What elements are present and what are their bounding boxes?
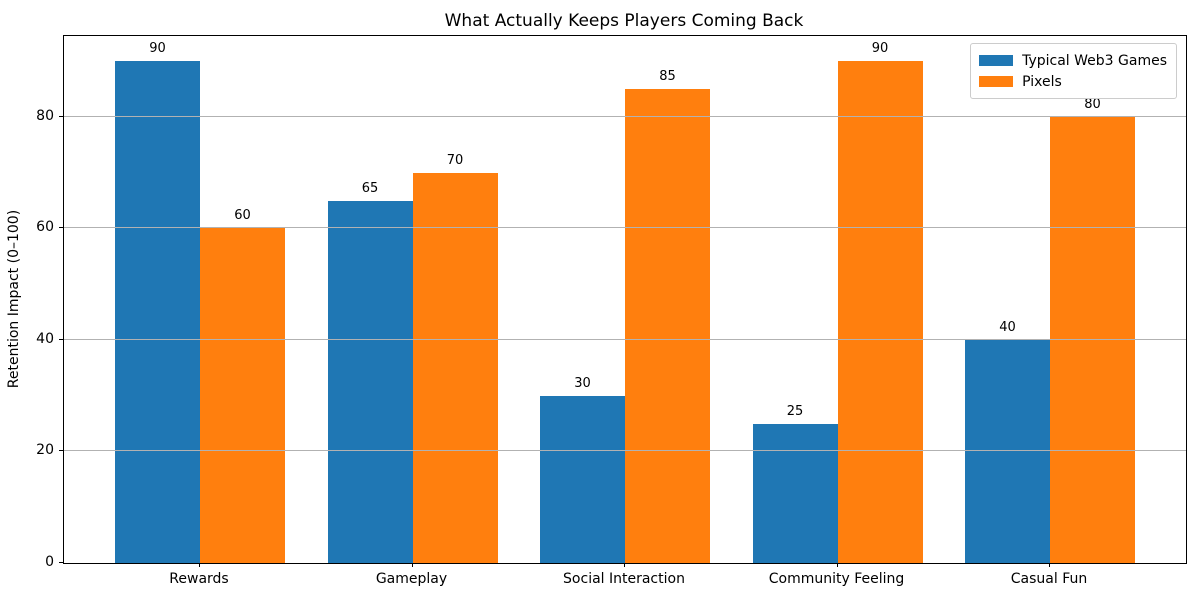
gridline-y-60 — [64, 227, 1186, 229]
y-tick-label: 80 — [36, 107, 54, 124]
x-tick-mark — [836, 563, 838, 567]
bar-value-label: 90 — [871, 41, 889, 57]
x-tick-label-casual-fun: Casual Fun — [1010, 571, 1088, 587]
legend: Typical Web3 Games Pixels — [970, 43, 1177, 99]
bar-typical-web3-games-3 — [752, 423, 838, 563]
bar-value-label: 25 — [786, 403, 804, 419]
x-tick-mark — [1049, 563, 1050, 567]
bar-value-label: 70 — [446, 152, 464, 168]
y-tick-mark — [59, 338, 63, 340]
chart-title: What Actually Keeps Players Coming Back — [444, 11, 804, 31]
x-tick-mark — [199, 563, 200, 567]
bar-value-label: 80 — [1084, 96, 1101, 112]
bar-value-label: 30 — [574, 375, 591, 391]
bar-value-label: 85 — [659, 68, 676, 84]
bar-value-label: 40 — [999, 319, 1016, 335]
y-axis-label: Retention Impact (0–100) — [6, 209, 22, 389]
legend-entry: Typical Web3 Games — [979, 50, 1167, 71]
y-tick-mark — [59, 562, 63, 563]
legend-label: Pixels — [1022, 73, 1062, 90]
x-tick-label-gameplay: Gameplay — [375, 571, 448, 587]
bar-value-label: 60 — [234, 208, 251, 224]
bar-value-label: 90 — [149, 41, 166, 57]
bar-pixels-4 — [1050, 116, 1135, 563]
x-tick-label-social-interaction: Social Interaction — [563, 571, 685, 587]
y-tick-label: 60 — [36, 219, 54, 236]
bar-value-label: 65 — [361, 180, 379, 196]
y-tick-label: 40 — [36, 330, 54, 347]
y-tick-mark — [59, 450, 63, 452]
bar-pixels-0 — [200, 228, 285, 563]
y-tick-label: 20 — [36, 442, 54, 459]
gridline-y-80 — [64, 115, 1186, 117]
gridline-y-20 — [64, 450, 1186, 452]
y-tick-mark — [59, 115, 63, 117]
legend-swatch — [979, 55, 1014, 66]
gridline-y-40 — [64, 338, 1186, 340]
bar-typical-web3-games-2 — [540, 395, 625, 563]
bar-typical-web3-games-4 — [965, 339, 1050, 563]
legend-swatch — [979, 76, 1014, 87]
bar-typical-web3-games-1 — [327, 200, 413, 563]
x-tick-mark — [411, 563, 413, 567]
legend-label: Typical Web3 Games — [1022, 52, 1167, 69]
x-tick-label-rewards: Rewards — [169, 571, 229, 587]
y-tick-label: 0 — [45, 554, 54, 570]
y-tick-mark — [59, 227, 63, 229]
bar-pixels-1 — [412, 172, 498, 563]
bar-typical-web3-games-0 — [115, 61, 200, 563]
x-tick-label-community-feeling: Community Feeling — [768, 571, 905, 587]
plot-area: 90 65 30 25 40 60 70 85 90 80 — [63, 35, 1187, 564]
x-tick-mark — [624, 563, 625, 567]
bar-pixels-3 — [837, 61, 923, 563]
legend-entry: Pixels — [979, 71, 1167, 92]
bar-pixels-2 — [625, 88, 710, 563]
